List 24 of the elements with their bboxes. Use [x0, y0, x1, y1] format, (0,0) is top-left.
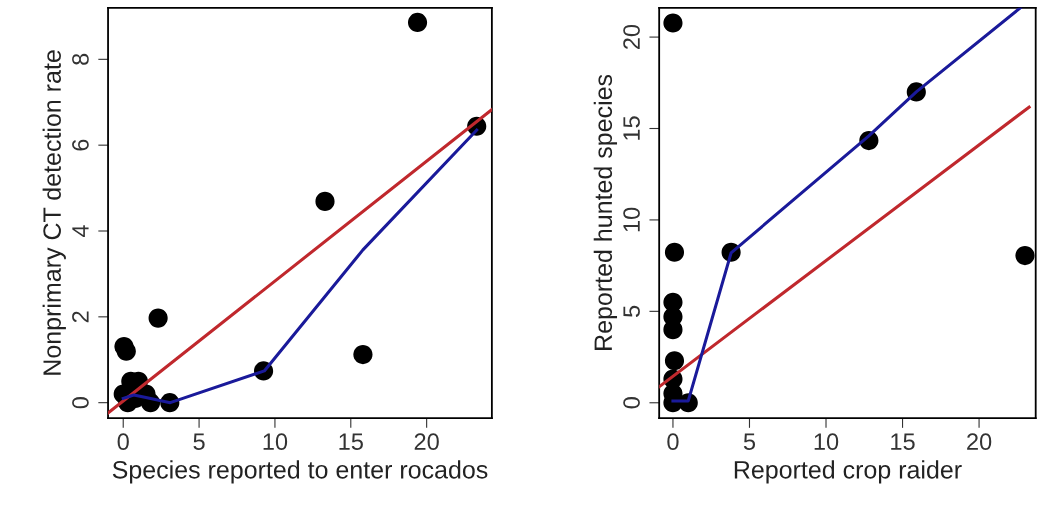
x-tick-label: 15: [891, 433, 915, 451]
x-tick-label: 10: [263, 433, 288, 451]
x-tick-label: 0: [117, 433, 129, 451]
y-tick-label: 4: [72, 225, 89, 238]
y-tick-label: 5: [623, 305, 640, 317]
y-tick-label: 10: [623, 207, 640, 232]
y-axis-title: Reported hunted species: [593, 74, 618, 350]
y-tick-label: 2: [72, 311, 89, 323]
x-tick-label: 20: [414, 433, 439, 451]
y-tick-label: 6: [72, 139, 89, 151]
y-tick-label: 0: [623, 397, 640, 409]
x-tick-label: 5: [743, 433, 756, 451]
x-tick-label: 20: [967, 433, 992, 451]
x-tick-label: 15: [339, 433, 363, 451]
x-tick-label: 5: [193, 433, 205, 451]
y-tick-label: 8: [72, 53, 89, 65]
x-tick-label: 10: [814, 433, 839, 451]
y-axis-title: Nonprimary CT detection rate: [42, 50, 66, 375]
y-tick-label: 0: [72, 397, 89, 409]
x-tick-label: 0: [667, 433, 679, 451]
x-axis-title: Species reported to enter rocados: [112, 460, 488, 484]
y-tick-label: 20: [623, 24, 640, 50]
x-axis-title: Reported crop raider: [734, 460, 962, 484]
y-tick-label: 15: [623, 116, 640, 140]
